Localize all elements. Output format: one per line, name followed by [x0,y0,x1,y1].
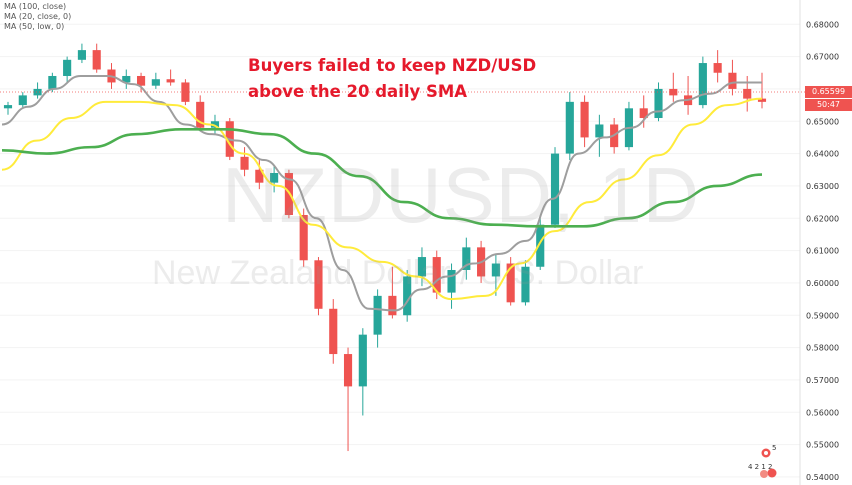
watermark-name: New Zealand Dollar / U.S. Dollar [152,254,644,292]
candle-body [417,257,427,277]
ma-line [1,97,763,301]
price-tick-label: 0.54000 [806,473,839,482]
candle-body [136,75,146,86]
candle-body [329,308,338,355]
price-tick-label: 0.59000 [806,311,839,320]
candle-body [669,88,678,96]
candle-body [166,79,175,83]
candle-body [210,121,220,128]
legend-ma20[interactable]: MA (20, close, 0) [4,12,72,21]
price-tick-label: 0.60000 [806,279,839,288]
candle-body [18,95,27,106]
candle-body [491,263,500,277]
candle-body [373,295,382,335]
candle-body [403,276,412,316]
price-tick-label: 0.56000 [806,408,839,417]
candle-body [33,88,42,96]
price-axis: 0.680000.670000.660000.650000.640000.630… [806,20,839,482]
candle-body [536,224,545,267]
candle-body [151,79,160,86]
price-tick-label: 0.65000 [806,117,839,126]
candle-body [299,215,308,261]
price-tick-label: 0.58000 [806,344,839,353]
event-badge-dates[interactable]: 4 2 1 2 [748,463,773,471]
legend-ma50[interactable]: MA (50, low, 0) [4,22,65,31]
candle-body [713,63,722,73]
candle-body [196,101,205,128]
ma-line [1,128,763,228]
economic-event-icon[interactable] [758,447,780,479]
candle-body [92,50,101,70]
candle-body [506,263,515,303]
event-badge-count[interactable]: 5 [772,444,777,452]
price-tick-label: 0.62000 [806,214,839,223]
candle-body [255,169,264,183]
candle-body [270,172,279,183]
candle-body [388,295,397,316]
price-tick-label: 0.55000 [806,441,839,450]
price-tick-label: 0.57000 [806,376,839,385]
legend-ma100[interactable]: MA (100, close) [4,2,67,11]
candle-body [447,269,456,293]
candle-body [728,72,737,89]
candle-body [122,75,131,83]
candle-body [757,98,767,102]
candle-body [314,260,323,309]
candle-body [550,153,560,225]
candle-body [565,101,574,154]
candle-body [654,88,663,119]
candle-body [743,88,752,99]
candle-body [48,75,57,89]
candle-body [698,63,707,106]
bar-countdown-tag: 50:47 [805,99,852,111]
price-tick-label: 0.63000 [806,182,839,191]
candle-body [63,59,72,76]
candle-body [181,82,190,102]
price-tick-label: 0.68000 [806,20,839,29]
moving-averages [1,74,763,312]
price-tick-label: 0.61000 [806,247,839,256]
candle-body [358,334,367,387]
chart-annotation: Buyers failed to keep NZD/USD above the … [248,53,536,105]
grid-lines [0,23,800,478]
candle-body [595,124,604,138]
price-tick-label: 0.64000 [806,150,839,159]
candle-body [521,266,530,303]
watermark-symbol: NZDUSD, 1D [222,151,701,239]
price-tick-label: 0.67000 [806,53,839,62]
last-price-tag: 0.65599 [805,86,852,98]
candle-body [580,101,589,138]
candle-body [3,105,13,109]
candle-body [462,247,471,270]
candle-body [432,257,441,293]
candle-body [240,156,249,170]
candle-body [77,50,86,60]
candle-body [343,354,353,387]
annotation-line-2: above the 20 daily SMA [248,82,468,101]
indicator-legend: MA (100, close) MA (20, close, 0) MA (50… [4,2,71,32]
ma-line [1,74,762,312]
plot-background [0,0,800,485]
annotation-line-1: Buyers failed to keep NZD/USD [248,56,537,75]
candle-body [639,108,648,119]
